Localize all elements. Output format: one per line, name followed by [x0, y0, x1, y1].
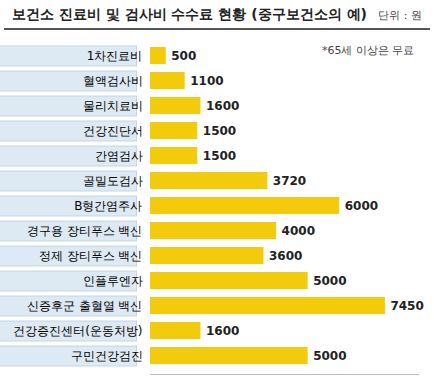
svg-text:건강증진센터(운동처방): 건강증진센터(운동처방)	[13, 324, 142, 338]
html-text:보건소 진료비 및 검사비 수수료 현황 (중구보건소의 예: 보건소 진료비 및 검사비 수수료 현황 (중구보건소의 예)	[12, 6, 367, 22]
svg-text:물리치료비: 물리치료비	[83, 99, 143, 113]
svg-text:정제 장티푸스 백신: 정제 장티푸스 백신	[39, 249, 143, 263]
svg-text:7450: 7450	[390, 299, 423, 313]
svg-text:500: 500	[171, 49, 196, 63]
svg-text:혈액검사비: 혈액검사비	[83, 74, 143, 88]
svg-text:1500: 1500	[203, 124, 236, 138]
svg-text:*65세 이상은 무료: *65세 이상은 무료	[322, 44, 415, 57]
svg-text:구민건강검진: 구민건강검진	[71, 349, 143, 363]
svg-text:6000: 6000	[345, 199, 378, 213]
svg-text:골밀도검사: 골밀도검사	[83, 174, 143, 188]
svg-text:1100: 1100	[190, 74, 223, 88]
svg-text:1600: 1600	[206, 324, 239, 338]
svg-text:1600: 1600	[206, 99, 239, 113]
svg-text:인플루엔자: 인플루엔자	[83, 274, 143, 288]
svg-text:경구용 장티푸스 백신: 경구용 장티푸스 백신	[27, 224, 143, 238]
svg-text:신증후군 출혈열 백신: 신증후군 출혈열 백신	[27, 299, 143, 313]
svg-text:5000: 5000	[313, 274, 346, 288]
svg-text:5000: 5000	[313, 349, 346, 363]
svg-text:1차진료비: 1차진료비	[87, 49, 143, 63]
html-text:단위 : 원: 단위 : 원	[378, 9, 422, 22]
svg-text:B형간염주사: B형간염주사	[74, 199, 142, 213]
svg-text:4000: 4000	[282, 224, 315, 238]
svg-text:3720: 3720	[273, 174, 306, 188]
svg-text:1500: 1500	[203, 149, 236, 163]
svg-text:3600: 3600	[269, 249, 302, 263]
svg-text:간염검사: 간염검사	[95, 149, 143, 163]
svg-text:건강진단서: 건강진단서	[83, 124, 143, 138]
